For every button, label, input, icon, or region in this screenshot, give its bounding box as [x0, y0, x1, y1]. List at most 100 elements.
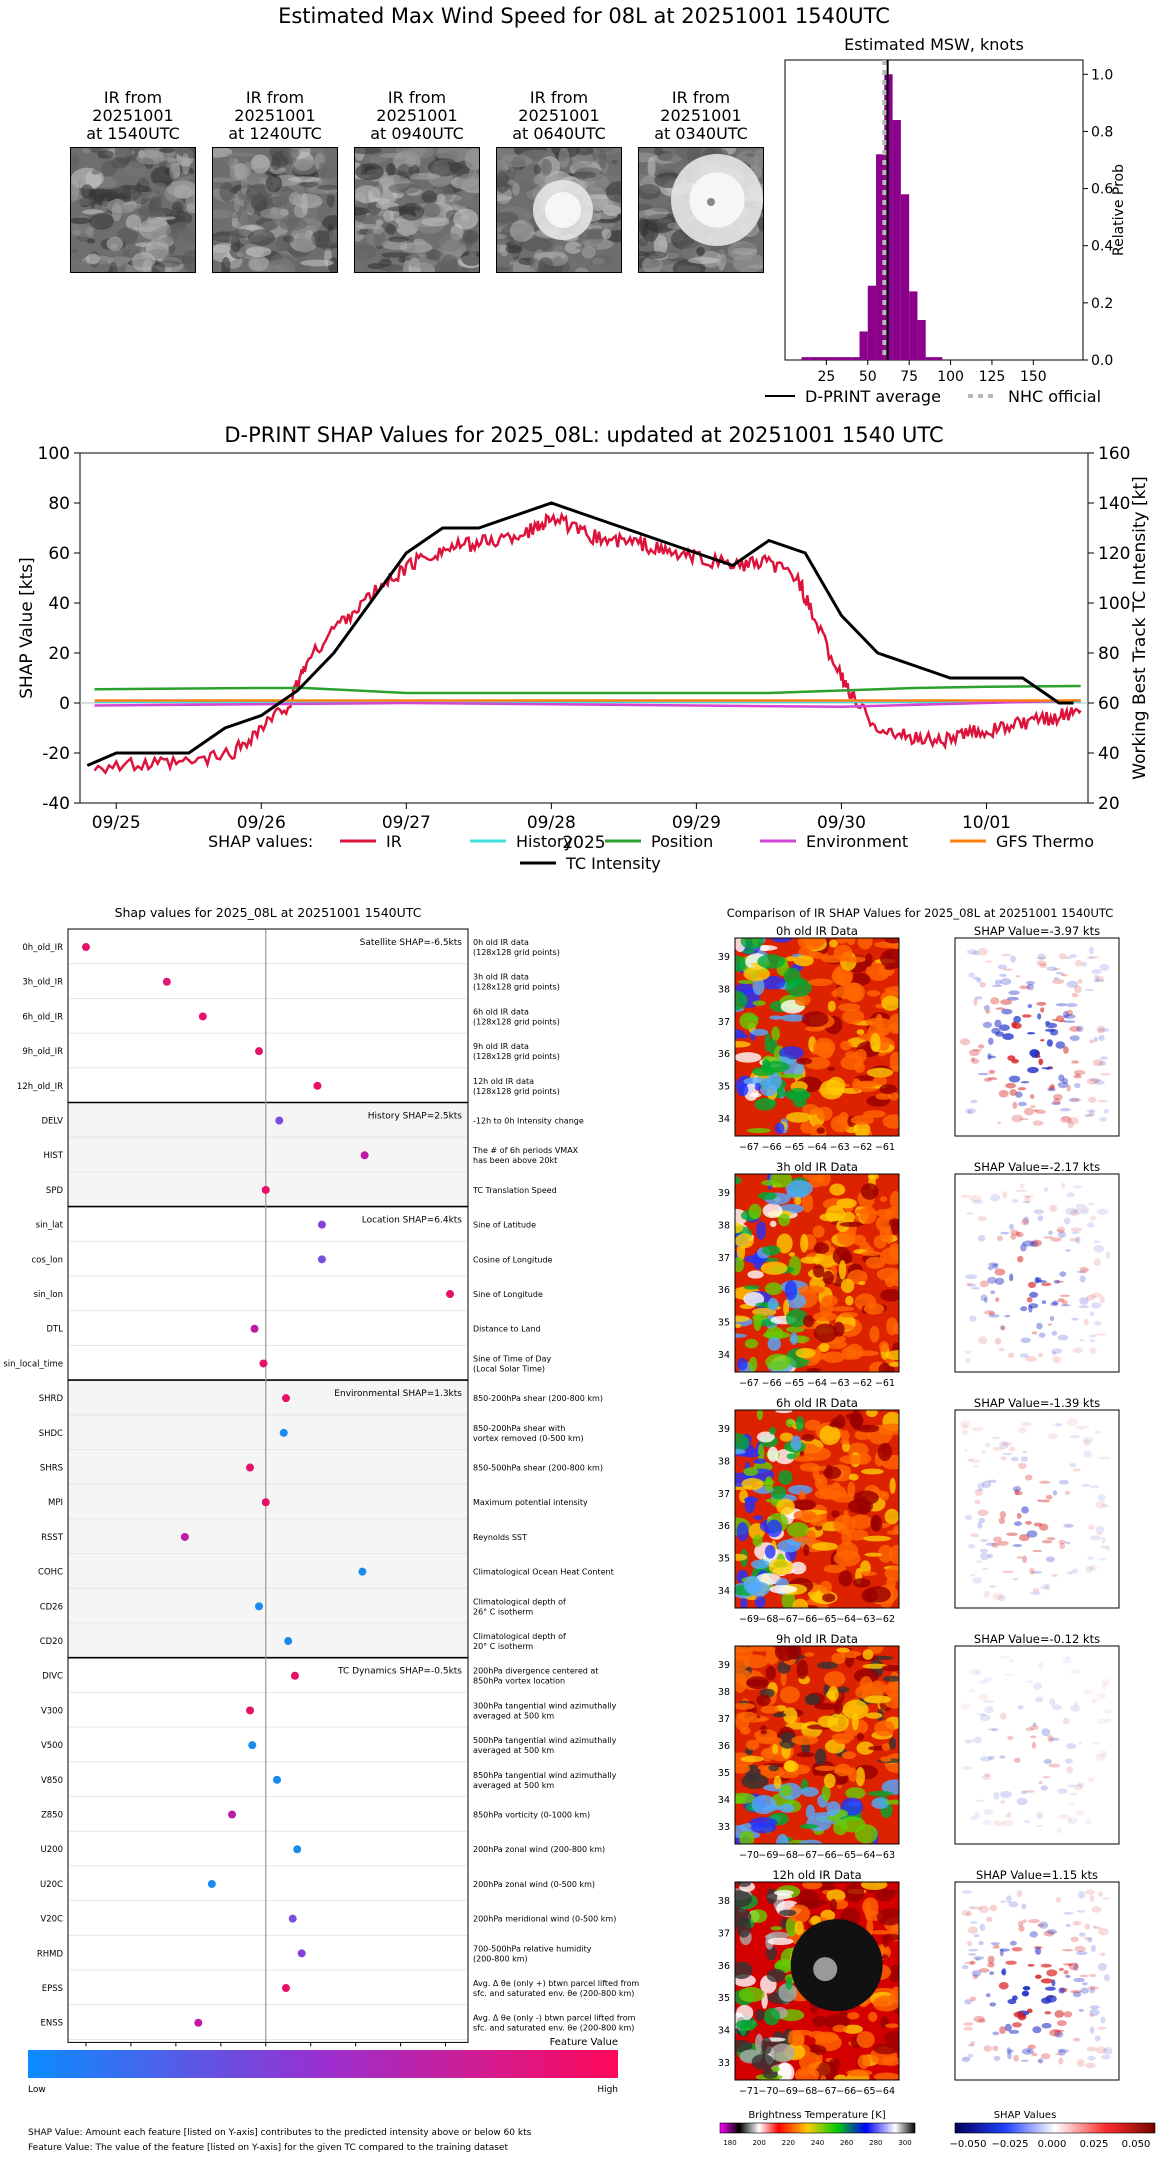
shap-texture	[999, 973, 1007, 978]
shap-texture	[1065, 1656, 1071, 1659]
cloud-texture	[166, 221, 195, 244]
cloud-texture	[213, 244, 232, 253]
ir-texture	[778, 1770, 799, 1779]
shap-texture	[1001, 1008, 1013, 1015]
shap-point-ENSS	[194, 2018, 203, 2027]
shap-texture	[982, 1021, 993, 1029]
ir-texture	[814, 1748, 827, 1766]
shap-texture	[1031, 1239, 1042, 1247]
shap-point-DTL	[250, 1324, 259, 1333]
feature-description: (128x128 grid points)	[473, 948, 560, 957]
ir-texture	[866, 990, 881, 997]
cloud-texture	[497, 194, 513, 201]
shap-texture	[977, 2018, 986, 2023]
shap-texture	[1089, 1215, 1097, 1221]
y-tick-label: 0.4	[1091, 239, 1113, 255]
feature-name: MPI	[48, 1498, 63, 1508]
shap-texture	[1095, 1333, 1108, 1336]
shap-texture	[1053, 1093, 1063, 1101]
histogram-frame	[784, 59, 1084, 361]
cloud-texture	[88, 188, 119, 202]
ir-texture	[802, 1315, 815, 1328]
shap-point-U200	[293, 1845, 302, 1854]
shap-texture	[991, 1027, 1001, 1035]
ir-texture	[735, 2039, 753, 2053]
ir-texture	[792, 1499, 817, 1511]
shap-texture	[994, 1268, 1006, 1276]
shap-texture	[987, 1077, 998, 1081]
ir-texture	[885, 2023, 899, 2028]
shap-texture	[1066, 1743, 1077, 1750]
feature-description: Sine of Latitude	[473, 1221, 536, 1230]
group-label: TC Dynamics SHAP=-0.5kts	[337, 1667, 462, 1677]
shap-texture	[1026, 983, 1034, 991]
shap-texture	[1052, 1422, 1064, 1427]
cloud-texture	[219, 182, 235, 202]
ir-texture	[743, 1292, 765, 1307]
ir-frame	[734, 1645, 900, 1845]
shap-texture	[1013, 2054, 1019, 2062]
shap-texture	[998, 1089, 1009, 1098]
series-line-environment	[94, 699, 1081, 709]
legend-label: Position	[651, 832, 713, 851]
shap-texture	[1076, 1025, 1084, 1032]
ir-texture	[788, 1252, 796, 1257]
shap-texture	[994, 1019, 1002, 1028]
ir-panel-title: 0h old IR Data	[776, 924, 858, 938]
shap-texture	[1037, 1499, 1042, 1502]
shap-texture	[1081, 1483, 1090, 1488]
shap-texture	[1089, 1078, 1102, 1082]
shap-texture	[1021, 1201, 1032, 1204]
shap-texture	[963, 1739, 975, 1743]
ir-image	[735, 1882, 899, 2080]
ir-texture	[770, 1926, 783, 1931]
shap-texture	[1104, 1709, 1113, 1714]
footnote-feature: Feature Value: The value of the feature …	[28, 2143, 509, 2153]
ir-texture	[754, 2009, 765, 2021]
ir-texture	[740, 1726, 751, 1735]
shap-texture	[1004, 1814, 1013, 1819]
ir-texture	[880, 948, 899, 969]
shap-texture	[1069, 1462, 1077, 1468]
feature-description: 200hPa meridional wind (0-500 km)	[473, 1915, 616, 1924]
shap-texture	[1063, 1970, 1069, 1975]
cloud-texture	[111, 202, 122, 222]
shap-texture	[1085, 1818, 1092, 1825]
shap-texture	[1000, 1790, 1012, 1799]
ir-texture	[888, 1544, 899, 1565]
cloud-texture	[727, 241, 758, 261]
cloud-texture	[653, 234, 668, 256]
ir-texture	[877, 1544, 893, 1563]
shap-texture	[1073, 1977, 1086, 1983]
shap-texture	[1022, 1986, 1031, 1991]
ir-texture	[735, 1222, 744, 1234]
ir-y-tick-label: 38	[718, 984, 730, 995]
feature-name: RHMD	[37, 1949, 64, 1959]
group-label: Satellite SHAP=-6.5kts	[360, 938, 463, 948]
ir-y-tick-label: 35	[718, 1993, 730, 2004]
shap-texture	[1007, 1998, 1017, 2005]
ir-texture	[836, 1228, 857, 1246]
shap-texture	[1027, 1964, 1035, 1967]
ir-texture	[745, 1739, 760, 1751]
shap-texture	[1042, 1776, 1051, 1779]
ir-texture	[798, 1491, 806, 1501]
ir-texture	[817, 1661, 838, 1670]
feature-description: Cosine of Longitude	[473, 1255, 553, 1264]
histogram-bar	[859, 331, 868, 360]
ir-texture	[785, 1309, 808, 1328]
cloud-texture	[395, 148, 427, 159]
ir-x-tick-label: −64	[836, 1614, 856, 1625]
shap-point-SHDC	[279, 1428, 288, 1437]
ir-texture	[847, 1269, 868, 1285]
shap-point-SHRS	[246, 1463, 255, 1472]
feature-description: 0h old IR data	[473, 938, 529, 947]
ir-image	[735, 1646, 899, 1844]
legend-label-nhc: NHC official	[1008, 387, 1101, 406]
shap-texture	[967, 2043, 974, 2047]
ir-texture	[841, 1347, 857, 1361]
ir-texture	[840, 1040, 852, 1051]
ir-texture	[760, 1705, 780, 1714]
shap-texture	[1052, 978, 1065, 985]
